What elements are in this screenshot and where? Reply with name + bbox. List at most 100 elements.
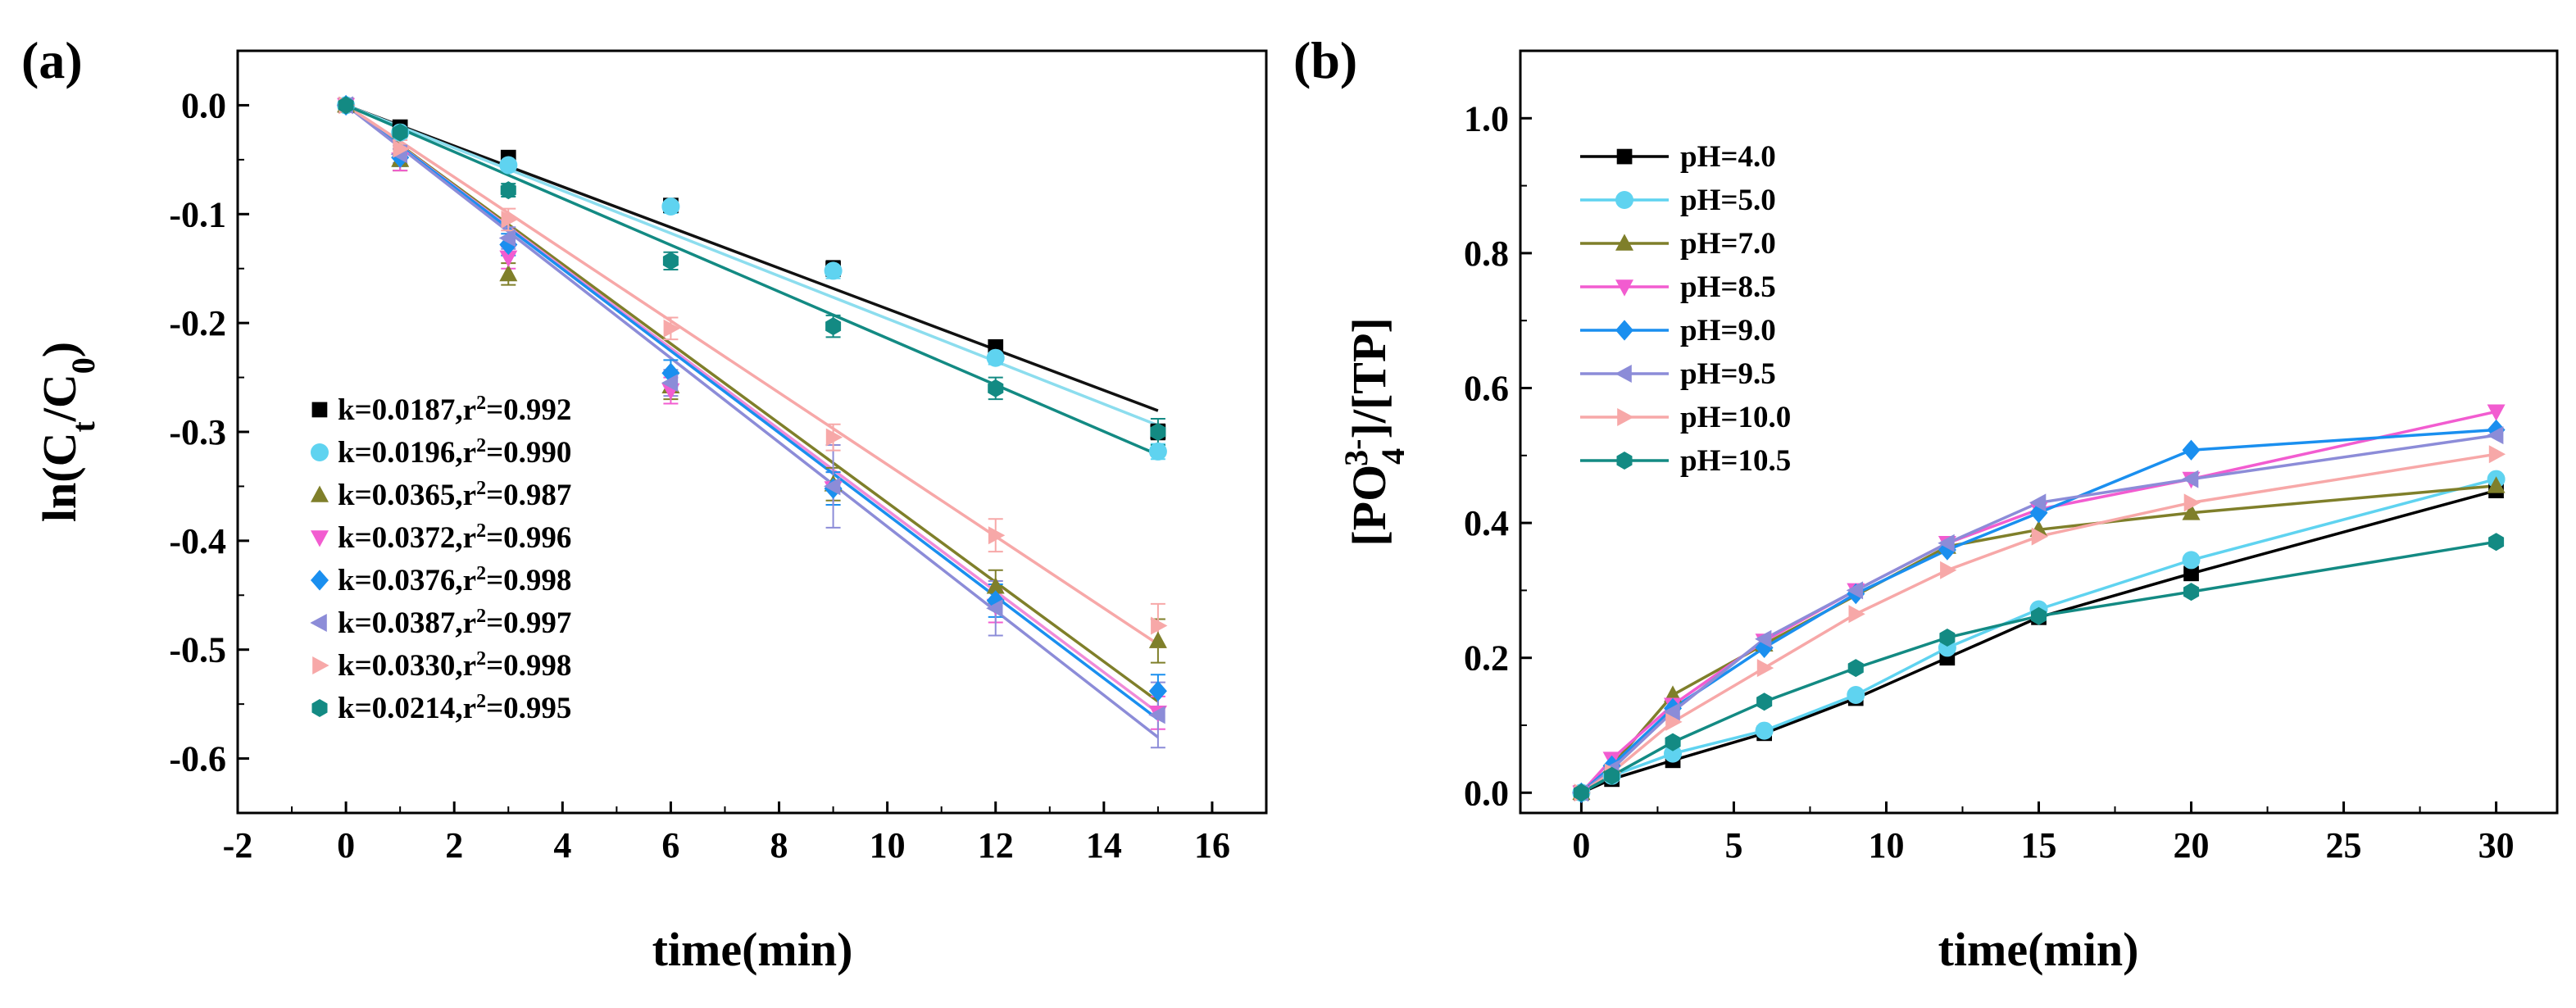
data-point (824, 477, 841, 496)
legend-b-label: pH=7.0 (1680, 227, 1776, 261)
fit-line (345, 103, 1159, 427)
legend-a-label: k=0.0387,r2=0.997 (338, 606, 571, 640)
data-point (2182, 551, 2201, 570)
legend-a-entry: k=0.0214,r2=0.995 (311, 691, 571, 725)
data-point (499, 250, 518, 267)
data-point (1756, 659, 1774, 678)
fit-line (345, 103, 1159, 456)
x-tick-label-a: 10 (870, 825, 906, 865)
legend-b-entry: pH=7.0 (1580, 227, 1776, 261)
y-tick-label-a: -0.2 (169, 303, 226, 343)
legend-a-marker (311, 443, 329, 461)
data-point (2182, 503, 2201, 520)
data-point (1755, 721, 1774, 740)
x-axis-a: -2 0 2 4 6 8 10 12 14 16 (223, 801, 1230, 865)
legend-symbol (312, 656, 329, 674)
legend-symbol (1617, 408, 1634, 426)
series-line (1580, 540, 2496, 794)
data-point (986, 599, 1003, 618)
legend-a-entry: k=0.0387,r2=0.997 (310, 606, 571, 640)
legend-symbol (1616, 452, 1633, 470)
data-point (393, 139, 410, 158)
data-point (1940, 561, 1957, 579)
legend-b-marker (1580, 234, 1669, 251)
x-tick-label-b: 0 (1572, 825, 1590, 865)
data-point (824, 261, 843, 280)
data-point (663, 319, 680, 338)
x-tick-label-a: 16 (1194, 825, 1230, 865)
data-point (2031, 606, 2047, 625)
data-point (499, 156, 518, 175)
data-point (1148, 680, 1167, 702)
x-tick-label-b: 30 (2478, 825, 2515, 865)
data-points-a (336, 94, 1168, 724)
legend-a-entry: k=0.0187,r2=0.992 (311, 393, 571, 427)
data-point (2488, 445, 2506, 464)
data-point (1755, 629, 1772, 648)
fit-line (345, 104, 1159, 721)
data-point (1150, 423, 1166, 441)
data-point (2487, 476, 2506, 493)
y-tick-label-b: 0.4 (1464, 503, 1509, 543)
legend-a-label: k=0.0214,r2=0.995 (338, 691, 571, 725)
data-point (825, 317, 842, 336)
data-point (2029, 493, 2047, 512)
legend-a-label: k=0.0365,r2=0.987 (338, 478, 571, 512)
panel-a: (a) -2 0 2 4 6 8 10 12 14 16 0.0 -0.1 -0.2 -0.3 -0.4 -… (21, 31, 1268, 976)
data-point (1847, 686, 1865, 704)
legend-symbol (311, 699, 328, 717)
legend-a-marker (311, 530, 329, 547)
x-tick-label-a: 0 (337, 825, 355, 865)
legend-a-entry: k=0.0372,r2=0.996 (311, 520, 571, 555)
data-point (1148, 706, 1165, 724)
y-tick-label-a: 0.0 (181, 85, 226, 125)
legend-b-label: pH=9.0 (1680, 314, 1776, 347)
data-point (986, 577, 1005, 594)
data-point (338, 96, 354, 115)
data-point (1847, 659, 1864, 678)
data-point (2487, 426, 2504, 445)
data-point (1573, 783, 1589, 802)
data-point (2031, 527, 2049, 546)
legend-a-marker (312, 656, 329, 674)
y-tick-label-a: -0.5 (169, 630, 226, 670)
y-tick-label-a: -0.4 (169, 521, 226, 561)
legend-a-marker (310, 614, 327, 632)
data-point (2029, 502, 2048, 524)
legend-b-label: pH=10.5 (1680, 444, 1791, 478)
data-point (1848, 605, 1865, 624)
legend-symbol (311, 530, 329, 547)
legend-b-entry: pH=10.5 (1580, 444, 1791, 478)
legend-a-label: k=0.0372,r2=0.996 (338, 520, 571, 555)
legend-b-marker (1580, 365, 1669, 383)
legend-symbol (1616, 148, 1633, 165)
legend-b-marker (1580, 191, 1669, 209)
data-point (1148, 442, 1167, 461)
legend-b-marker (1580, 148, 1669, 165)
data-point (501, 210, 518, 229)
data-point (661, 374, 679, 393)
data-point (988, 379, 1004, 397)
data-point (2183, 493, 2201, 512)
legend-b-entry: pH=9.5 (1580, 357, 1776, 391)
y-tick-label-b: 0.2 (1464, 638, 1509, 679)
panel-b: (b) 0 5 10 15 20 25 30 0.0 0.2 0.4 0.6 0.8 1.0 pH=4… (1293, 31, 2559, 976)
data-point (988, 526, 1006, 545)
x-axis-b: 0 5 10 15 20 25 30 (1572, 801, 2515, 865)
y-tick-label-a: -0.1 (169, 194, 226, 234)
data-point (986, 590, 1005, 611)
legend-symbol (1615, 234, 1633, 251)
legend-a-entry: k=0.0330,r2=0.998 (312, 648, 571, 683)
legend-a-entry: k=0.0365,r2=0.987 (311, 478, 571, 512)
legend-symbol (1615, 191, 1633, 209)
data-point (661, 198, 680, 216)
legend-b-entry: pH=9.0 (1580, 314, 1776, 347)
panel-label-a: (a) (21, 31, 83, 89)
x-tick-label-a: 8 (770, 825, 788, 865)
legend-symbol (1615, 365, 1632, 383)
legend-a-marker (311, 485, 329, 502)
legend-symbol (311, 402, 328, 418)
data-point (392, 123, 408, 142)
data-point (825, 428, 843, 447)
y-tick-label-a: -0.3 (169, 412, 226, 452)
